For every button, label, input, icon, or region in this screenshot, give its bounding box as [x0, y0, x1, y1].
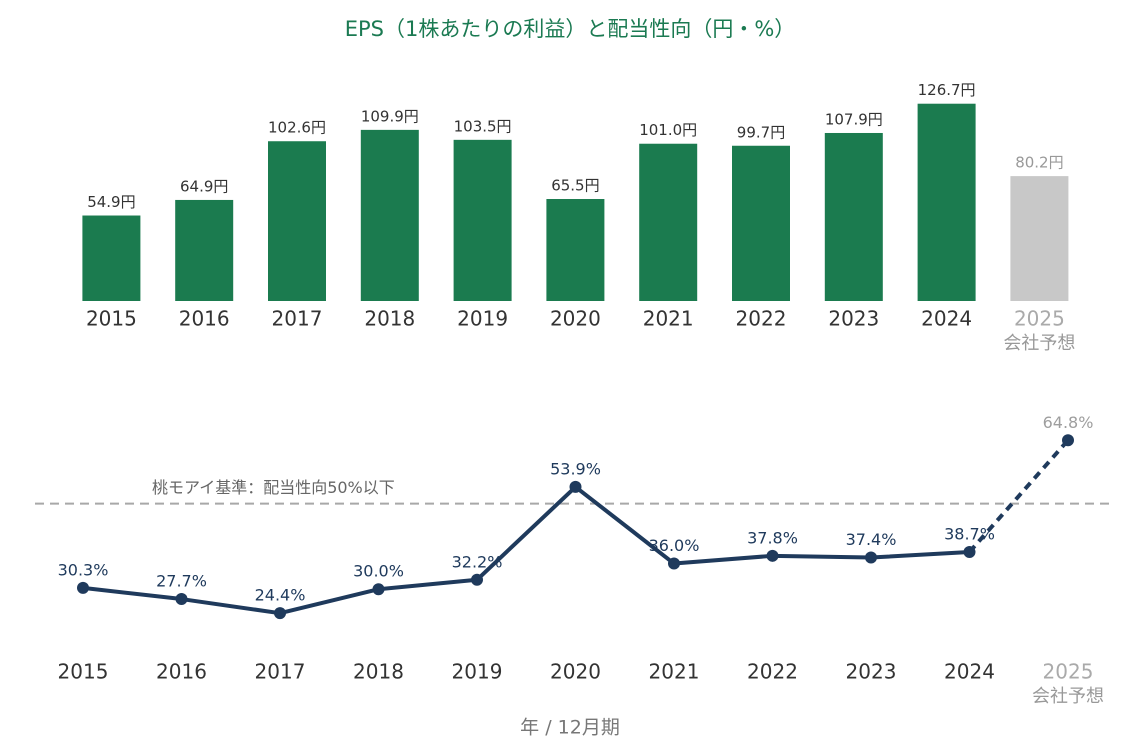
forecast-line — [967, 438, 1070, 554]
value-label: 65.5円 — [551, 177, 599, 195]
value-label: 109.9円 — [361, 107, 419, 125]
bar — [268, 141, 326, 301]
x-tick-label: 2022 — [747, 660, 798, 684]
x-axis-title: 年 / 12月期 — [520, 717, 620, 739]
x-tick-label: 2020 — [550, 307, 601, 331]
value-label: 103.5円 — [454, 117, 512, 135]
point — [471, 573, 483, 586]
x-tick-label: 2018 — [364, 307, 415, 331]
bar — [732, 145, 790, 301]
x-tick-label: 2025 — [1014, 307, 1065, 331]
value-label: 30.0% — [353, 562, 404, 581]
x-tick-label: 2024 — [944, 660, 995, 684]
x-tick-label: 2020 — [550, 660, 601, 684]
x-tick-label: 2018 — [353, 660, 404, 684]
point — [766, 549, 779, 562]
bar — [824, 132, 883, 301]
x-tick-label: 2024 — [921, 307, 972, 331]
x-tick-label: 2016 — [179, 307, 230, 331]
value-label: 107.9円 — [825, 110, 883, 128]
bar — [1010, 176, 1069, 301]
value-label: 53.9% — [550, 459, 601, 478]
x-tick-label: 2021 — [643, 307, 694, 331]
value-label: 102.6円 — [268, 119, 326, 137]
value-label: 101.0円 — [639, 121, 697, 139]
line — [82, 484, 970, 616]
bar — [360, 129, 419, 301]
point — [274, 607, 286, 620]
x-tick-label: 2022 — [736, 307, 787, 331]
value-label: 54.9円 — [87, 193, 135, 211]
bar — [453, 139, 512, 301]
x-tick-label: 2017 — [272, 307, 323, 331]
point — [865, 551, 877, 564]
point — [77, 581, 89, 594]
x-tick-label: 2015 — [86, 307, 137, 331]
value-label: 30.3% — [58, 560, 109, 579]
reference-label: 桃モアイ基準：配当性向50%以下 — [152, 478, 395, 497]
forecast-note: 会社予想 — [1032, 686, 1104, 707]
forecast-note: 会社予想 — [1003, 333, 1075, 354]
value-label: 32.2% — [452, 552, 503, 571]
value-label: 99.7円 — [737, 123, 785, 141]
point — [372, 583, 385, 596]
bar — [82, 215, 141, 301]
value-label: 38.7% — [944, 524, 995, 543]
bar — [639, 143, 698, 301]
value-label: 36.0% — [649, 536, 700, 555]
value-label: 27.7% — [156, 572, 207, 591]
bar — [175, 199, 234, 301]
point — [668, 557, 680, 570]
value-label: 80.2円 — [1015, 154, 1063, 172]
value-label: 24.4% — [255, 586, 306, 605]
value-label: 37.4% — [846, 530, 897, 549]
value-label: 37.8% — [747, 528, 798, 547]
bar — [546, 199, 605, 301]
x-tick-label: 2019 — [452, 660, 503, 684]
x-tick-label: 2017 — [255, 660, 306, 684]
value-label: 64.8% — [1043, 413, 1094, 432]
point — [963, 545, 976, 558]
x-tick-label: 2016 — [156, 660, 207, 684]
x-tick-label: 2023 — [828, 307, 879, 331]
value-label: 126.7円 — [918, 81, 976, 99]
point — [175, 593, 188, 606]
x-tick-label: 2025 — [1043, 660, 1094, 684]
x-tick-label: 2019 — [457, 307, 508, 331]
point — [1062, 434, 1074, 447]
bar — [917, 103, 976, 302]
value-label: 64.9円 — [180, 177, 228, 195]
chart-title: EPS（1株あたりの利益）と配当性向（円・%） — [345, 17, 796, 41]
x-tick-label: 2021 — [649, 660, 700, 684]
x-tick-label: 2023 — [846, 660, 897, 684]
point — [569, 480, 582, 493]
x-tick-label: 2015 — [58, 660, 109, 684]
